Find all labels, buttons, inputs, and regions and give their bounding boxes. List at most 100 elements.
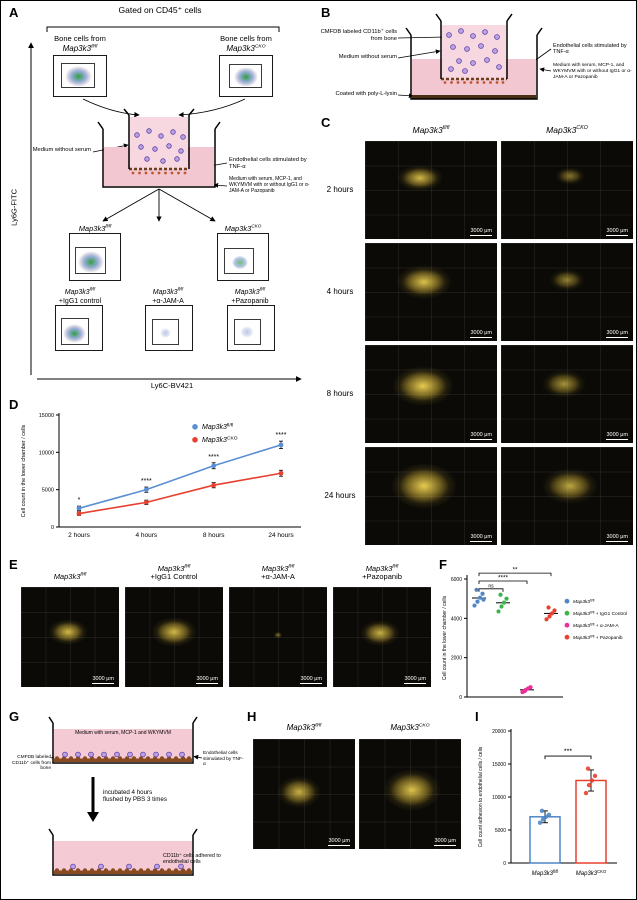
column-header-fl: Map3k3fl/fl <box>412 125 450 135</box>
flow-plot-source-cko <box>219 55 273 97</box>
bone-source-right: Bone cells from <box>220 34 272 43</box>
panel-e-label: E <box>9 557 18 572</box>
fluorescence-image-8h-fl: 3000 μm <box>365 345 497 443</box>
fluorescence-image-4h-fl: 3000 μm <box>365 243 497 341</box>
cell-cluster <box>233 67 259 88</box>
e-header-igg1: Map3k3fl/fl +IgG1 Control <box>150 563 198 582</box>
panel-b: B CMFD <box>319 5 635 115</box>
column-header-cko: Map3k3CKO <box>546 125 588 135</box>
svg-text:2000: 2000 <box>451 656 462 662</box>
svg-text:***: *** <box>564 749 572 756</box>
adhesion-bar-chart: 0 5000 10000 15000 20000 Cell count adhesion … <box>478 729 617 877</box>
result-label-pazo: Map3k3fl/fl +Pazopanib <box>231 287 269 305</box>
e-header-jama: Map3k3fl/fl +α-JAM-A <box>261 563 295 582</box>
cell-signal-blob <box>383 768 442 811</box>
svg-text:*: * <box>78 497 81 504</box>
scale-bar: 3000 μm <box>404 676 426 684</box>
svg-text:Cell count in the lower chambe: Cell count in the lower chamber / cells <box>21 424 27 517</box>
cell-cluster <box>230 254 250 271</box>
svg-text:2 hours: 2 hours <box>68 532 90 539</box>
gate-box <box>60 318 90 345</box>
scale-bar: 3000 μm <box>328 838 350 846</box>
flow-plot-result-fl <box>69 233 121 281</box>
migration-dot-plot: 0 2000 4000 6000 Cell count in the lower cha… <box>442 567 627 701</box>
panel-g: G Medium with serum, MCP-1 and WKYMVM CM… <box>7 709 245 899</box>
svg-text:10000: 10000 <box>39 450 54 456</box>
panel-e: E Map3k3fl/fl Map3k3fl/fl +IgG1 Control M… <box>7 557 435 707</box>
scale-bar: 3000 μm <box>606 534 628 542</box>
svg-text:0: 0 <box>459 695 462 701</box>
gate-box <box>233 319 262 345</box>
row-label-8h: 8 hours <box>326 389 354 398</box>
y-axis-label: Ly6G-FITC <box>9 189 19 226</box>
medium-with-serum-label: Medium with serum, MCP-1, and WKYMVM wit… <box>553 63 632 80</box>
svg-text:15000: 15000 <box>39 413 54 419</box>
svg-text:Cell count adhesion to endothe: Cell count adhesion to endothelial cells… <box>478 746 484 847</box>
scale-bar: 3000 μm <box>434 838 456 846</box>
panel-a-label: A <box>9 5 19 20</box>
cell-signal-blob <box>391 463 458 510</box>
svg-text:0: 0 <box>503 861 506 867</box>
gated-title: Gated on CD45⁺ cells <box>118 5 202 15</box>
svg-text:20000: 20000 <box>492 729 506 735</box>
svg-text:Map3k3fl/fl + α-JAM-A: Map3k3fl/fl + α-JAM-A <box>573 622 619 629</box>
migration-time-course-line-chart: 0 5000 10000 15000 2 hours 4 hours 8 hours 24 h… <box>21 413 301 539</box>
row-label-4h: 4 hours <box>326 287 354 296</box>
fluorescence-image-e-igg1: 3000 μm <box>125 587 223 687</box>
scale-bar: 3000 μm <box>300 676 322 684</box>
genotype-right: Map3k3CKO <box>226 44 266 53</box>
flow-plot-result-pazo <box>227 305 275 351</box>
svg-text:Map3k3fl/fl + Pazopanib: Map3k3fl/fl + Pazopanib <box>573 634 623 641</box>
scale-bar: 3000 μm <box>470 432 492 440</box>
row-label-2h: 2 hours <box>326 185 354 194</box>
flow-plot-result-cko <box>217 233 269 281</box>
svg-text:Cell count in the lower chambe: Cell count in the lower chamber / cells <box>442 595 448 680</box>
svg-text:5000: 5000 <box>42 488 54 494</box>
result-label-fl: Map3k3fl/fl <box>78 223 112 233</box>
scale-bar: 3000 μm <box>606 432 628 440</box>
incubation-label: incubated 4 hours flushed by PBS 3 times <box>103 789 167 804</box>
medium-without-serum-label: Medium without serum <box>32 147 91 153</box>
tile-grid <box>229 587 327 687</box>
e-header-fl: Map3k3fl/fl <box>53 571 87 581</box>
cell-signal-blob <box>276 775 321 808</box>
scale-bar: 3000 μm <box>92 676 114 684</box>
flow-plot-result-jama <box>145 305 193 351</box>
poly-l-lysin-label: Coated with poly-L-lysin <box>335 91 397 97</box>
panel-a: A Gated on CD45⁺ cells Bone cells from M… <box>7 5 313 397</box>
svg-text:6000: 6000 <box>451 577 462 583</box>
fluorescence-image-24h-fl: 3000 μm <box>365 447 497 545</box>
tile-grid <box>365 141 497 239</box>
flow-plot-result-igg1 <box>55 305 103 351</box>
panel-d-label: D <box>9 397 19 412</box>
svg-text:Map3k3fl/fl: Map3k3fl/fl <box>532 869 559 877</box>
panel-h-label: H <box>247 709 257 724</box>
svg-text:****: **** <box>498 574 509 581</box>
panel-f: F 0 2000 4000 6000 Cell count in the lower c… <box>437 557 635 707</box>
cell-signal-blob <box>151 617 197 647</box>
h-header-cko: Map3k3CKO <box>390 723 430 732</box>
svg-text:0: 0 <box>51 525 54 531</box>
svg-text:****: **** <box>141 478 152 485</box>
scale-bar: 3000 μm <box>606 228 628 236</box>
gate-box <box>151 319 180 345</box>
medium-top-label: Medium with serum, MCP-1 and WKYMVM <box>75 730 171 736</box>
svg-text:5000: 5000 <box>495 828 506 834</box>
result-label-cko: Map3k3CKO <box>224 223 262 233</box>
fluorescence-image-2h-cko: 3000 μm <box>501 141 633 239</box>
gate-box <box>75 246 106 275</box>
scale-bar: 3000 μm <box>470 330 492 338</box>
flow-plot-source-fl <box>53 55 107 97</box>
h-header-fl: Map3k3fl/fl <box>286 723 322 732</box>
svg-text:**: ** <box>512 567 518 574</box>
svg-text:Map3k3CKO: Map3k3CKO <box>202 436 238 444</box>
cell-signal-blob <box>273 631 283 639</box>
panel-b-label: B <box>321 5 331 20</box>
cell-signal-blob <box>397 165 444 192</box>
svg-text:ns: ns <box>488 583 494 589</box>
scale-bar: 3000 μm <box>470 228 492 236</box>
e-header-pazo: Map3k3fl/fl +Pazopanib <box>362 563 402 582</box>
cell-signal-blob <box>541 468 598 505</box>
svg-text:****: **** <box>276 432 287 439</box>
